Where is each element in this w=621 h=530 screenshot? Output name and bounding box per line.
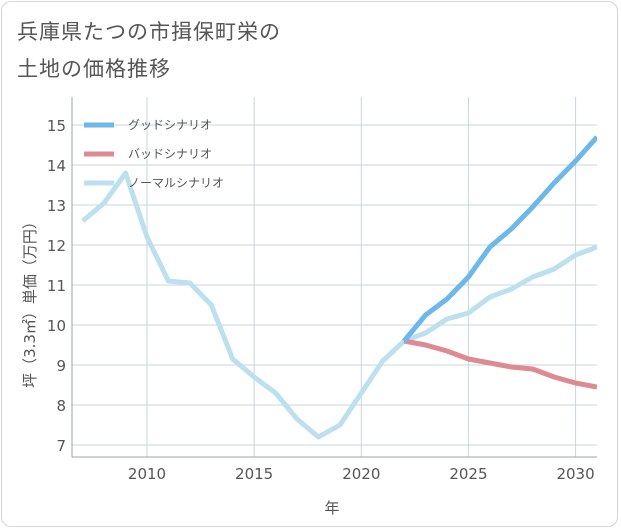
y-tick-label: 11 [47, 277, 66, 295]
legend-label-2: ノーマルシナリオ [128, 176, 224, 190]
plot-frame [71, 97, 597, 458]
series-line-0 [402, 135, 597, 343]
x-tick-label: 2025 [449, 465, 487, 483]
y-tick-label: 7 [56, 437, 66, 455]
y-axis-ticks: 7 8 9 10 11 12 13 14 15 [47, 117, 66, 455]
y-tick-label: 12 [47, 237, 66, 255]
y-tick-label: 15 [47, 117, 66, 135]
y-tick-label: 10 [47, 317, 66, 335]
y-axis-label: 坪（3.3㎡）単価（万円） [21, 214, 39, 388]
x-tick-label: 2010 [128, 465, 166, 483]
series-line-2 [81, 170, 597, 440]
x-tick-label: 2020 [342, 465, 380, 483]
y-tick-label: 8 [56, 397, 66, 415]
x-axis-ticks: 2010 2015 2020 2025 2030 [128, 465, 595, 483]
x-axis-label: 年 [324, 499, 339, 517]
legend-label-0: グッドシナリオ [128, 118, 212, 132]
y-tick-label: 9 [56, 357, 66, 375]
chart-title: 兵庫県たつの市揖保町栄の 土地の価格推移 [17, 14, 281, 88]
series-lines [81, 135, 597, 440]
x-tick-label: 2030 [556, 465, 594, 483]
legend-label-1: バッドシナリオ [128, 147, 212, 161]
series-line-1 [403, 338, 597, 390]
chart-title-line2: 土地の価格推移 [17, 57, 171, 81]
y-tick-label: 13 [47, 197, 66, 215]
y-tick-label: 14 [47, 157, 66, 175]
x-tick-label: 2015 [235, 465, 273, 483]
chart-title-line1: 兵庫県たつの市揖保町栄の [17, 20, 281, 44]
